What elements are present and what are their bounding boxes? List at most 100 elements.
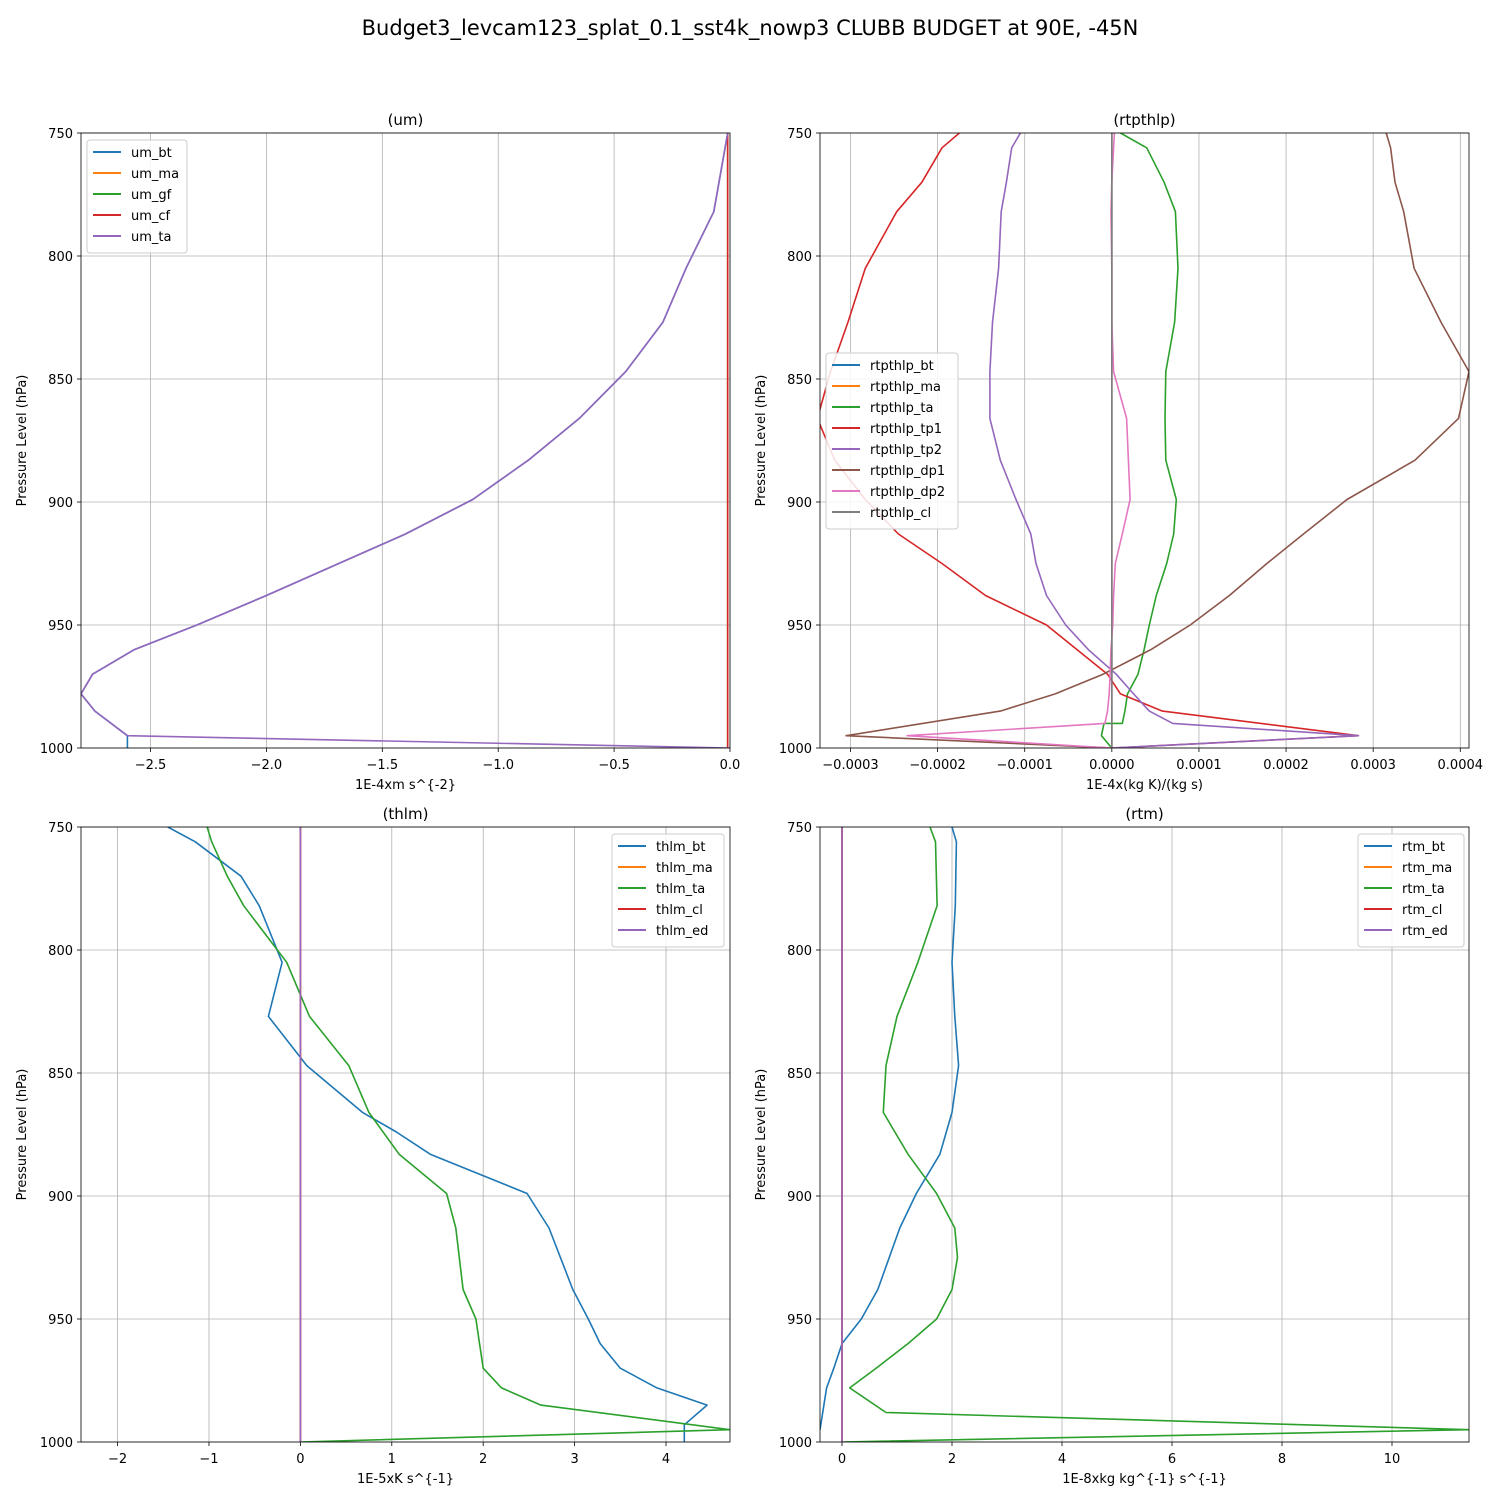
x-tick-label: 0 — [296, 1452, 304, 1467]
legend-box — [825, 352, 959, 530]
y-tick-label: 750 — [787, 821, 812, 836]
x-tick-label: −2 — [108, 1452, 127, 1467]
legend-entry-thlm_ma: thlm_ma — [656, 861, 713, 876]
x-tick-label: 0 — [838, 1452, 846, 1467]
x-tick-label: −2.0 — [251, 758, 283, 773]
x-tick-label: 2 — [479, 1452, 487, 1467]
y-tick-label: 750 — [48, 127, 73, 142]
y-tick-label: 850 — [787, 1067, 812, 1082]
legend-entry-um_cf: um_cf — [131, 209, 171, 224]
y-tick-label: 900 — [48, 1190, 73, 1205]
legend-entry-rtpthlp_dp1: rtpthlp_dp1 — [870, 464, 945, 479]
x-tick-label: 10 — [1384, 1452, 1401, 1467]
y-tick-label: 850 — [787, 373, 812, 388]
x-tick-label: −0.5 — [598, 758, 630, 773]
series-lines — [820, 133, 1469, 748]
legend-entry-rtpthlp_ta: rtpthlp_ta — [870, 401, 933, 416]
legend-box — [1357, 833, 1465, 948]
x-tick-label: 0.0 — [720, 758, 741, 773]
y-tick-label: 800 — [48, 250, 73, 265]
y-tick-label: 750 — [48, 821, 73, 836]
legend-entry-rtpthlp_bt: rtpthlp_bt — [870, 359, 934, 374]
series-line-rtpthlp_tp2 — [989, 133, 1360, 748]
legend-entry-rtpthlp_tp2: rtpthlp_tp2 — [870, 443, 942, 458]
axes-frame — [80, 132, 731, 749]
x-tick-label: −0.0001 — [997, 758, 1053, 773]
x-tick-label: 2 — [948, 1452, 956, 1467]
subplot-title: (um) — [388, 111, 424, 129]
series-line-rtm_bt — [820, 827, 960, 1430]
x-tick-label: 0.0000 — [1089, 758, 1135, 773]
series-line-thlm_ta — [206, 827, 730, 1442]
y-tick-label: 1000 — [779, 1436, 812, 1451]
y-tick-label: 800 — [787, 250, 812, 265]
x-tick-label: −1.5 — [367, 758, 399, 773]
legend-entry-rtm_ta: rtm_ta — [1402, 882, 1445, 897]
x-axis-label: 1E-5xK s^{-1} — [357, 1472, 454, 1487]
y-tick-label: 750 — [787, 127, 812, 142]
legend-entry-rtm_bt: rtm_bt — [1402, 840, 1445, 855]
x-tick-label: 0.0001 — [1176, 758, 1222, 773]
x-tick-label: 0.0002 — [1263, 758, 1309, 773]
x-tick-label: 6 — [1168, 1452, 1176, 1467]
legend-entry-rtpthlp_ma: rtpthlp_ma — [870, 380, 941, 395]
x-axis-label: 1E-4x(kg K)/(kg s) — [1086, 778, 1203, 793]
series-lines — [820, 827, 1469, 1442]
x-tick-label: 3 — [570, 1452, 578, 1467]
legend-entry-um_ma: um_ma — [131, 167, 179, 182]
x-tick-label: 1 — [388, 1452, 396, 1467]
y-tick-label: 800 — [787, 944, 812, 959]
subplot-2: −0.0003 −0.0002 −0.0001 0.0000 0.0001 0.0002 0… — [754, 111, 1483, 793]
y-axis-label: Pressure Level (hPa) — [15, 375, 30, 507]
y-tick-label: 800 — [48, 944, 73, 959]
legend-entry-rtpthlp_cl: rtpthlp_cl — [870, 506, 931, 521]
legend-entry-thlm_cl: thlm_cl — [656, 903, 703, 918]
legend-entry-um_gf: um_gf — [131, 188, 172, 203]
legend: um_bt um_ma um_gf um_cf um_ta — [86, 139, 188, 254]
y-tick-label: 900 — [48, 496, 73, 511]
series-line-um_ta — [81, 133, 730, 748]
figure-title: Budget3_levcam123_splat_0.1_sst4k_nowp3 … — [361, 16, 1139, 40]
legend-box — [86, 139, 188, 254]
y-tick-label: 950 — [48, 1313, 73, 1328]
legend-entry-thlm_ta: thlm_ta — [656, 882, 705, 897]
legend-entry-um_ta: um_ta — [131, 230, 171, 245]
x-tick-label: 8 — [1278, 1452, 1286, 1467]
subplot-title: (thlm) — [383, 805, 429, 823]
y-tick-label: 850 — [48, 1067, 73, 1082]
y-tick-label: 950 — [787, 619, 812, 634]
axes-frame — [80, 826, 731, 1443]
subplot-3: −2 −1 0 1 2 3 4 750 800 850 900 950 1000 (thlm) 1E-5xK… — [15, 805, 731, 1487]
y-tick-label: 850 — [48, 373, 73, 388]
y-tick-label: 1000 — [40, 1436, 73, 1451]
legend-entry-rtpthlp_dp2: rtpthlp_dp2 — [870, 485, 945, 500]
axes-frame — [819, 826, 1470, 1443]
y-axis-label: Pressure Level (hPa) — [754, 375, 769, 507]
legend-entry-rtpthlp_tp1: rtpthlp_tp1 — [870, 422, 942, 437]
x-tick-label: 4 — [662, 1452, 670, 1467]
legend: thlm_bt thlm_ma thlm_ta thlm_cl thlm_ed — [611, 833, 725, 948]
x-axis-label: 1E-8xkg kg^{-1} s^{-1} — [1062, 1472, 1227, 1487]
series-line-rtm_ta — [841, 827, 1469, 1442]
legend-entry-rtm_ma: rtm_ma — [1402, 861, 1452, 876]
legend: rtm_bt rtm_ma rtm_ta rtm_cl rtm_ed — [1357, 833, 1465, 948]
legend-box — [611, 833, 725, 948]
legend-entry-rtm_ed: rtm_ed — [1402, 924, 1448, 939]
x-tick-label: −2.5 — [135, 758, 167, 773]
x-tick-label: −0.0002 — [909, 758, 965, 773]
x-axis-label: 1E-4xm s^{-2} — [355, 778, 456, 793]
y-axis-label: Pressure Level (hPa) — [15, 1069, 30, 1201]
x-tick-label: −1.0 — [482, 758, 514, 773]
x-tick-label: 0.0003 — [1350, 758, 1396, 773]
x-tick-label: 4 — [1058, 1452, 1066, 1467]
x-tick-label: −1 — [199, 1452, 218, 1467]
y-tick-label: 1000 — [40, 742, 73, 757]
legend-entry-rtm_cl: rtm_cl — [1402, 903, 1442, 918]
x-tick-label: −0.0003 — [822, 758, 878, 773]
y-tick-label: 900 — [787, 1190, 812, 1205]
subplot-title: (rtpthlp) — [1113, 111, 1175, 129]
series-lines — [81, 133, 730, 748]
series-lines — [167, 827, 730, 1442]
series-line-rtpthlp_ta — [1100, 133, 1179, 748]
legend-entry-um_bt: um_bt — [131, 146, 172, 161]
